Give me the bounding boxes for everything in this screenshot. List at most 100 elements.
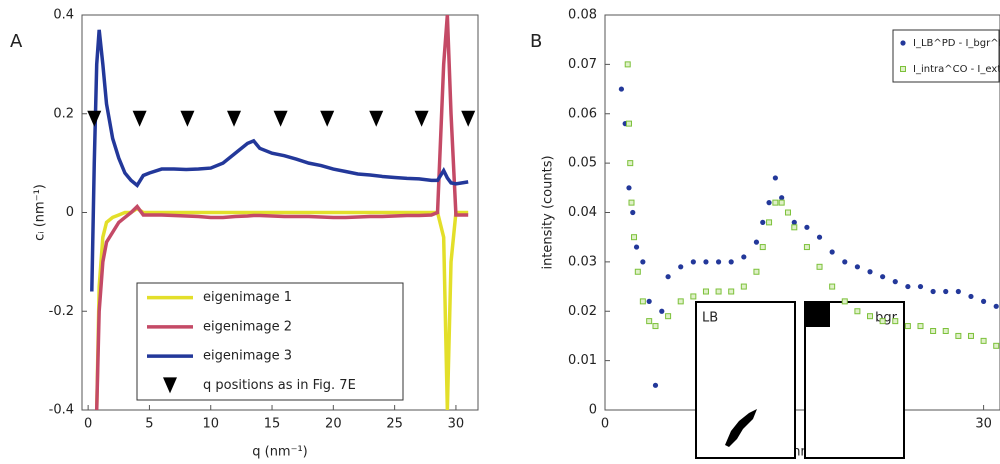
x-tick-label: 30 [975,417,992,432]
marker [900,66,906,72]
marker [829,249,835,255]
marker [842,259,848,265]
marker [461,110,476,127]
legend-box [892,29,1000,83]
y-tick-label: 0.01 [568,353,597,368]
marker [854,264,860,270]
marker [955,332,962,339]
y-axis-label: intensity (counts) [541,155,556,269]
line-series [90,29,469,292]
y-tick-label: 0.06 [568,106,597,121]
x-tick-label: 5 [145,417,153,432]
marker [804,224,810,230]
marker [753,268,760,275]
marker [728,288,735,295]
inset-shape [725,409,757,447]
marker [715,259,722,265]
marker [631,234,638,241]
marker [930,328,937,334]
marker [880,274,886,280]
marker [854,308,861,315]
marker [917,283,924,290]
marker [627,160,634,167]
y-tick-label: 0.4 [53,8,74,23]
marker [659,308,665,314]
marker [968,293,974,300]
legend-label: eigenimage 1 [203,290,292,305]
y-tick-label: 0 [589,403,597,418]
marker [778,199,785,206]
legend-label: eigenimage 3 [203,349,292,364]
series-layer [618,61,1000,388]
marker [633,244,640,250]
marker [715,288,722,295]
marker [628,199,635,206]
legend-label: q positions as in Fig. 7E [203,378,356,393]
marker [702,288,709,295]
marker [867,269,873,275]
marker [943,288,949,295]
marker [665,313,672,320]
legend-box [136,282,404,401]
x-tick-label: 0 [84,417,92,432]
marker [163,377,177,394]
marker [132,110,147,127]
marker [904,323,911,330]
marker [772,199,779,206]
panel-label: A [10,31,23,52]
y-tick-label: 0.2 [53,106,74,121]
inset-shape [806,303,830,327]
x-axis-label: q (nm⁻¹) [252,445,308,460]
marker [87,110,102,127]
marker [320,110,335,127]
marker [772,175,778,181]
marker [639,298,646,305]
marker [993,303,999,309]
marker [803,244,810,251]
marker [227,110,242,127]
marker [646,318,653,325]
marker [829,283,836,290]
marker [624,61,631,68]
marker [180,110,195,127]
marker [625,120,632,127]
marker [677,298,684,305]
marker [273,110,288,127]
marker [728,259,734,265]
y-tick-label: 0.07 [568,57,597,72]
marker [740,283,747,290]
panel-label: B [530,31,542,52]
y-tick-label: -0.2 [49,304,74,319]
marker [652,323,659,330]
marker [841,298,848,305]
marker [816,234,823,240]
marker [753,239,760,245]
marker [980,298,987,304]
marker [791,219,797,225]
marker [892,318,899,325]
x-tick-label: 30 [448,417,465,432]
marker [816,263,823,270]
marker [634,268,641,275]
marker [900,40,906,46]
inset-box [804,301,905,459]
marker [930,288,936,295]
marker [630,209,636,216]
x-tick-label: 15 [264,417,281,432]
marker [640,259,646,265]
marker [879,318,886,325]
y-tick-label: 0.03 [568,254,597,269]
marker [917,323,924,330]
marker [703,259,709,265]
marker [867,313,874,320]
marker [791,224,798,231]
marker [967,332,974,339]
inset-box [695,301,796,459]
marker [690,259,696,265]
marker [759,244,766,251]
marker [766,219,773,226]
marker [779,195,785,201]
y-tick-label: 0.02 [568,304,597,319]
marker [741,254,747,260]
